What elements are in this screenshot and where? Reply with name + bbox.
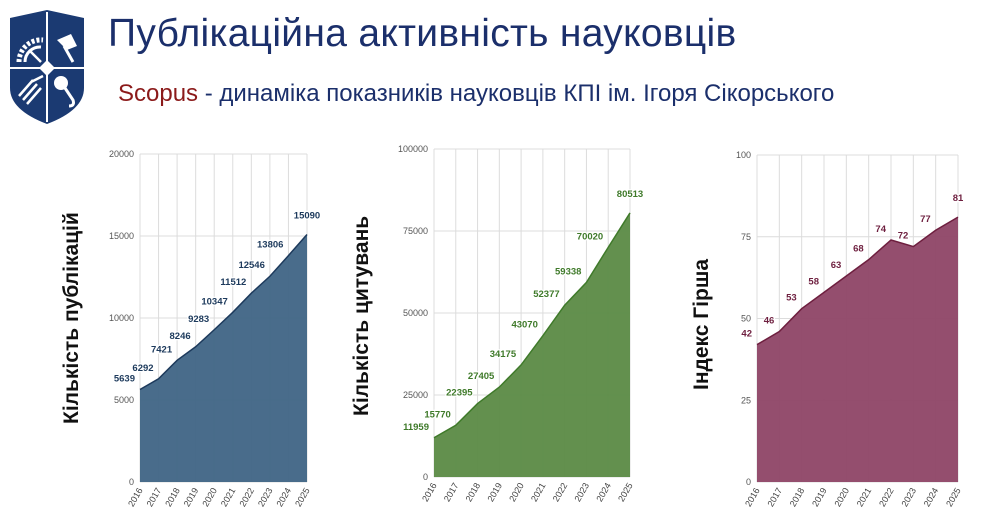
data-label: 13806 <box>257 240 283 251</box>
data-label: 81 <box>953 193 964 204</box>
data-label: 6292 <box>132 363 153 374</box>
data-label: 63 <box>831 260 842 271</box>
scopus-brand: Scopus <box>118 80 199 107</box>
data-label: 9283 <box>188 314 209 325</box>
y-tick-label: 50000 <box>403 308 428 318</box>
x-tick-label: 2025 <box>944 486 963 508</box>
data-label: 7421 <box>151 344 173 355</box>
data-label: 59338 <box>555 266 581 277</box>
line-series <box>756 216 959 346</box>
data-label: 10347 <box>201 296 227 307</box>
x-tick-label: 2021 <box>855 486 874 508</box>
line-series <box>139 234 308 391</box>
page-subtitle: Scopus - динаміка показників науковців К… <box>118 80 834 108</box>
data-label: 12546 <box>238 260 264 271</box>
y-tick-label: 0 <box>746 477 751 487</box>
data-label: 11959 <box>403 422 429 433</box>
data-label: 80513 <box>617 189 643 200</box>
data-label: 72 <box>898 231 909 242</box>
data-label: 15770 <box>424 409 450 420</box>
data-label: 77 <box>920 214 931 225</box>
data-label: 53 <box>786 293 797 304</box>
area-series <box>140 234 307 482</box>
y-tick-label: 10000 <box>109 313 134 323</box>
y-axis-label: Індекс Гірша <box>690 258 713 390</box>
area-series <box>434 212 630 477</box>
data-label: 8246 <box>170 331 191 342</box>
data-label: 70020 <box>577 231 603 242</box>
data-label: 34175 <box>490 349 517 360</box>
x-tick-label: 2019 <box>810 486 829 508</box>
subtitle-text: - динаміка показників науковців КПІ ім. … <box>198 80 835 107</box>
y-tick-label: 50 <box>741 314 751 324</box>
data-label: 74 <box>875 224 886 235</box>
y-tick-label: 0 <box>423 472 428 482</box>
data-label: 42 <box>741 329 752 340</box>
data-label: 68 <box>853 244 864 255</box>
x-tick-label: 2017 <box>765 486 784 508</box>
line-series <box>433 212 631 439</box>
x-tick-label: 2022 <box>877 486 896 508</box>
data-label: 52377 <box>533 289 559 300</box>
page-title: Публікаційна активність науковців <box>108 12 737 55</box>
y-tick-label: 100 <box>736 150 751 160</box>
y-tick-label: 25 <box>741 395 751 405</box>
x-tick-label: 2018 <box>788 486 807 508</box>
y-tick-label: 5000 <box>114 395 134 405</box>
x-tick-label: 2024 <box>922 486 941 508</box>
data-label: 15090 <box>294 211 320 222</box>
data-label: 46 <box>764 316 775 327</box>
x-tick-label: 2016 <box>743 486 762 508</box>
data-label: 43070 <box>511 320 537 331</box>
y-tick-label: 100000 <box>398 144 428 154</box>
data-label: 5639 <box>114 374 135 385</box>
y-tick-label: 20000 <box>109 149 134 159</box>
x-tick-label: 2023 <box>899 486 918 508</box>
area-series <box>757 217 958 482</box>
y-tick-label: 15000 <box>109 231 134 241</box>
y-tick-label: 0 <box>129 477 134 487</box>
y-tick-label: 75000 <box>403 226 428 236</box>
kpi-shield-logo <box>10 10 84 124</box>
data-label: 11512 <box>220 277 246 288</box>
data-label: 27405 <box>468 371 495 382</box>
x-tick-label: 2020 <box>832 486 851 508</box>
data-label: 22395 <box>446 388 473 399</box>
y-tick-label: 25000 <box>403 390 428 400</box>
y-tick-label: 75 <box>741 232 751 242</box>
data-label: 58 <box>808 276 819 287</box>
